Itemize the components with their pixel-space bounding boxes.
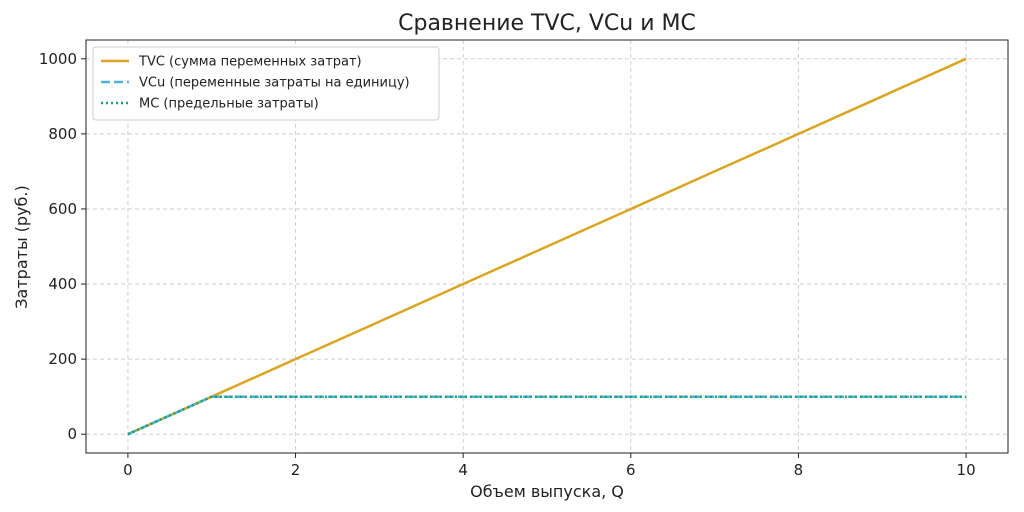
- y-tick-label: 800: [48, 125, 77, 143]
- y-tick-label: 200: [48, 350, 77, 368]
- x-tick-label: 0: [123, 461, 133, 479]
- x-tick-label: 8: [794, 461, 804, 479]
- y-tick-label: 1000: [39, 50, 77, 68]
- y-tick-label: 0: [67, 425, 77, 443]
- legend-label-1: TVC (сумма переменных затрат): [138, 55, 362, 70]
- legend-label-3: MC (предельные затраты): [139, 97, 319, 112]
- legend-label-2: VCu (переменные затраты на единицу): [139, 76, 410, 91]
- legend: TVC (сумма переменных затрат) VCu (переме…: [92, 46, 440, 121]
- y-axis-label: Затраты (руб.): [12, 185, 31, 308]
- series-line-1: [127, 57, 967, 436]
- y-tick-label: 400: [48, 275, 77, 293]
- x-tick-label: 10: [957, 461, 976, 479]
- series-line-3: [127, 395, 967, 436]
- chart-title: Сравнение TVC, VCu и MC: [398, 11, 696, 36]
- plot-frame: [85, 39, 1009, 454]
- legend-box: [92, 46, 440, 121]
- x-tick-label: 4: [458, 461, 468, 479]
- y-tick-label: 600: [48, 200, 77, 218]
- x-axis-label: Объем выпуска, Q: [470, 482, 624, 501]
- axis-ticks: 0 2 4 6 8 10 0 200 400 600 800 1000: [39, 50, 976, 479]
- series-lines: [127, 57, 967, 436]
- grid-lines: [86, 40, 1008, 453]
- x-tick-label: 6: [626, 461, 636, 479]
- x-tick-label: 2: [291, 461, 301, 479]
